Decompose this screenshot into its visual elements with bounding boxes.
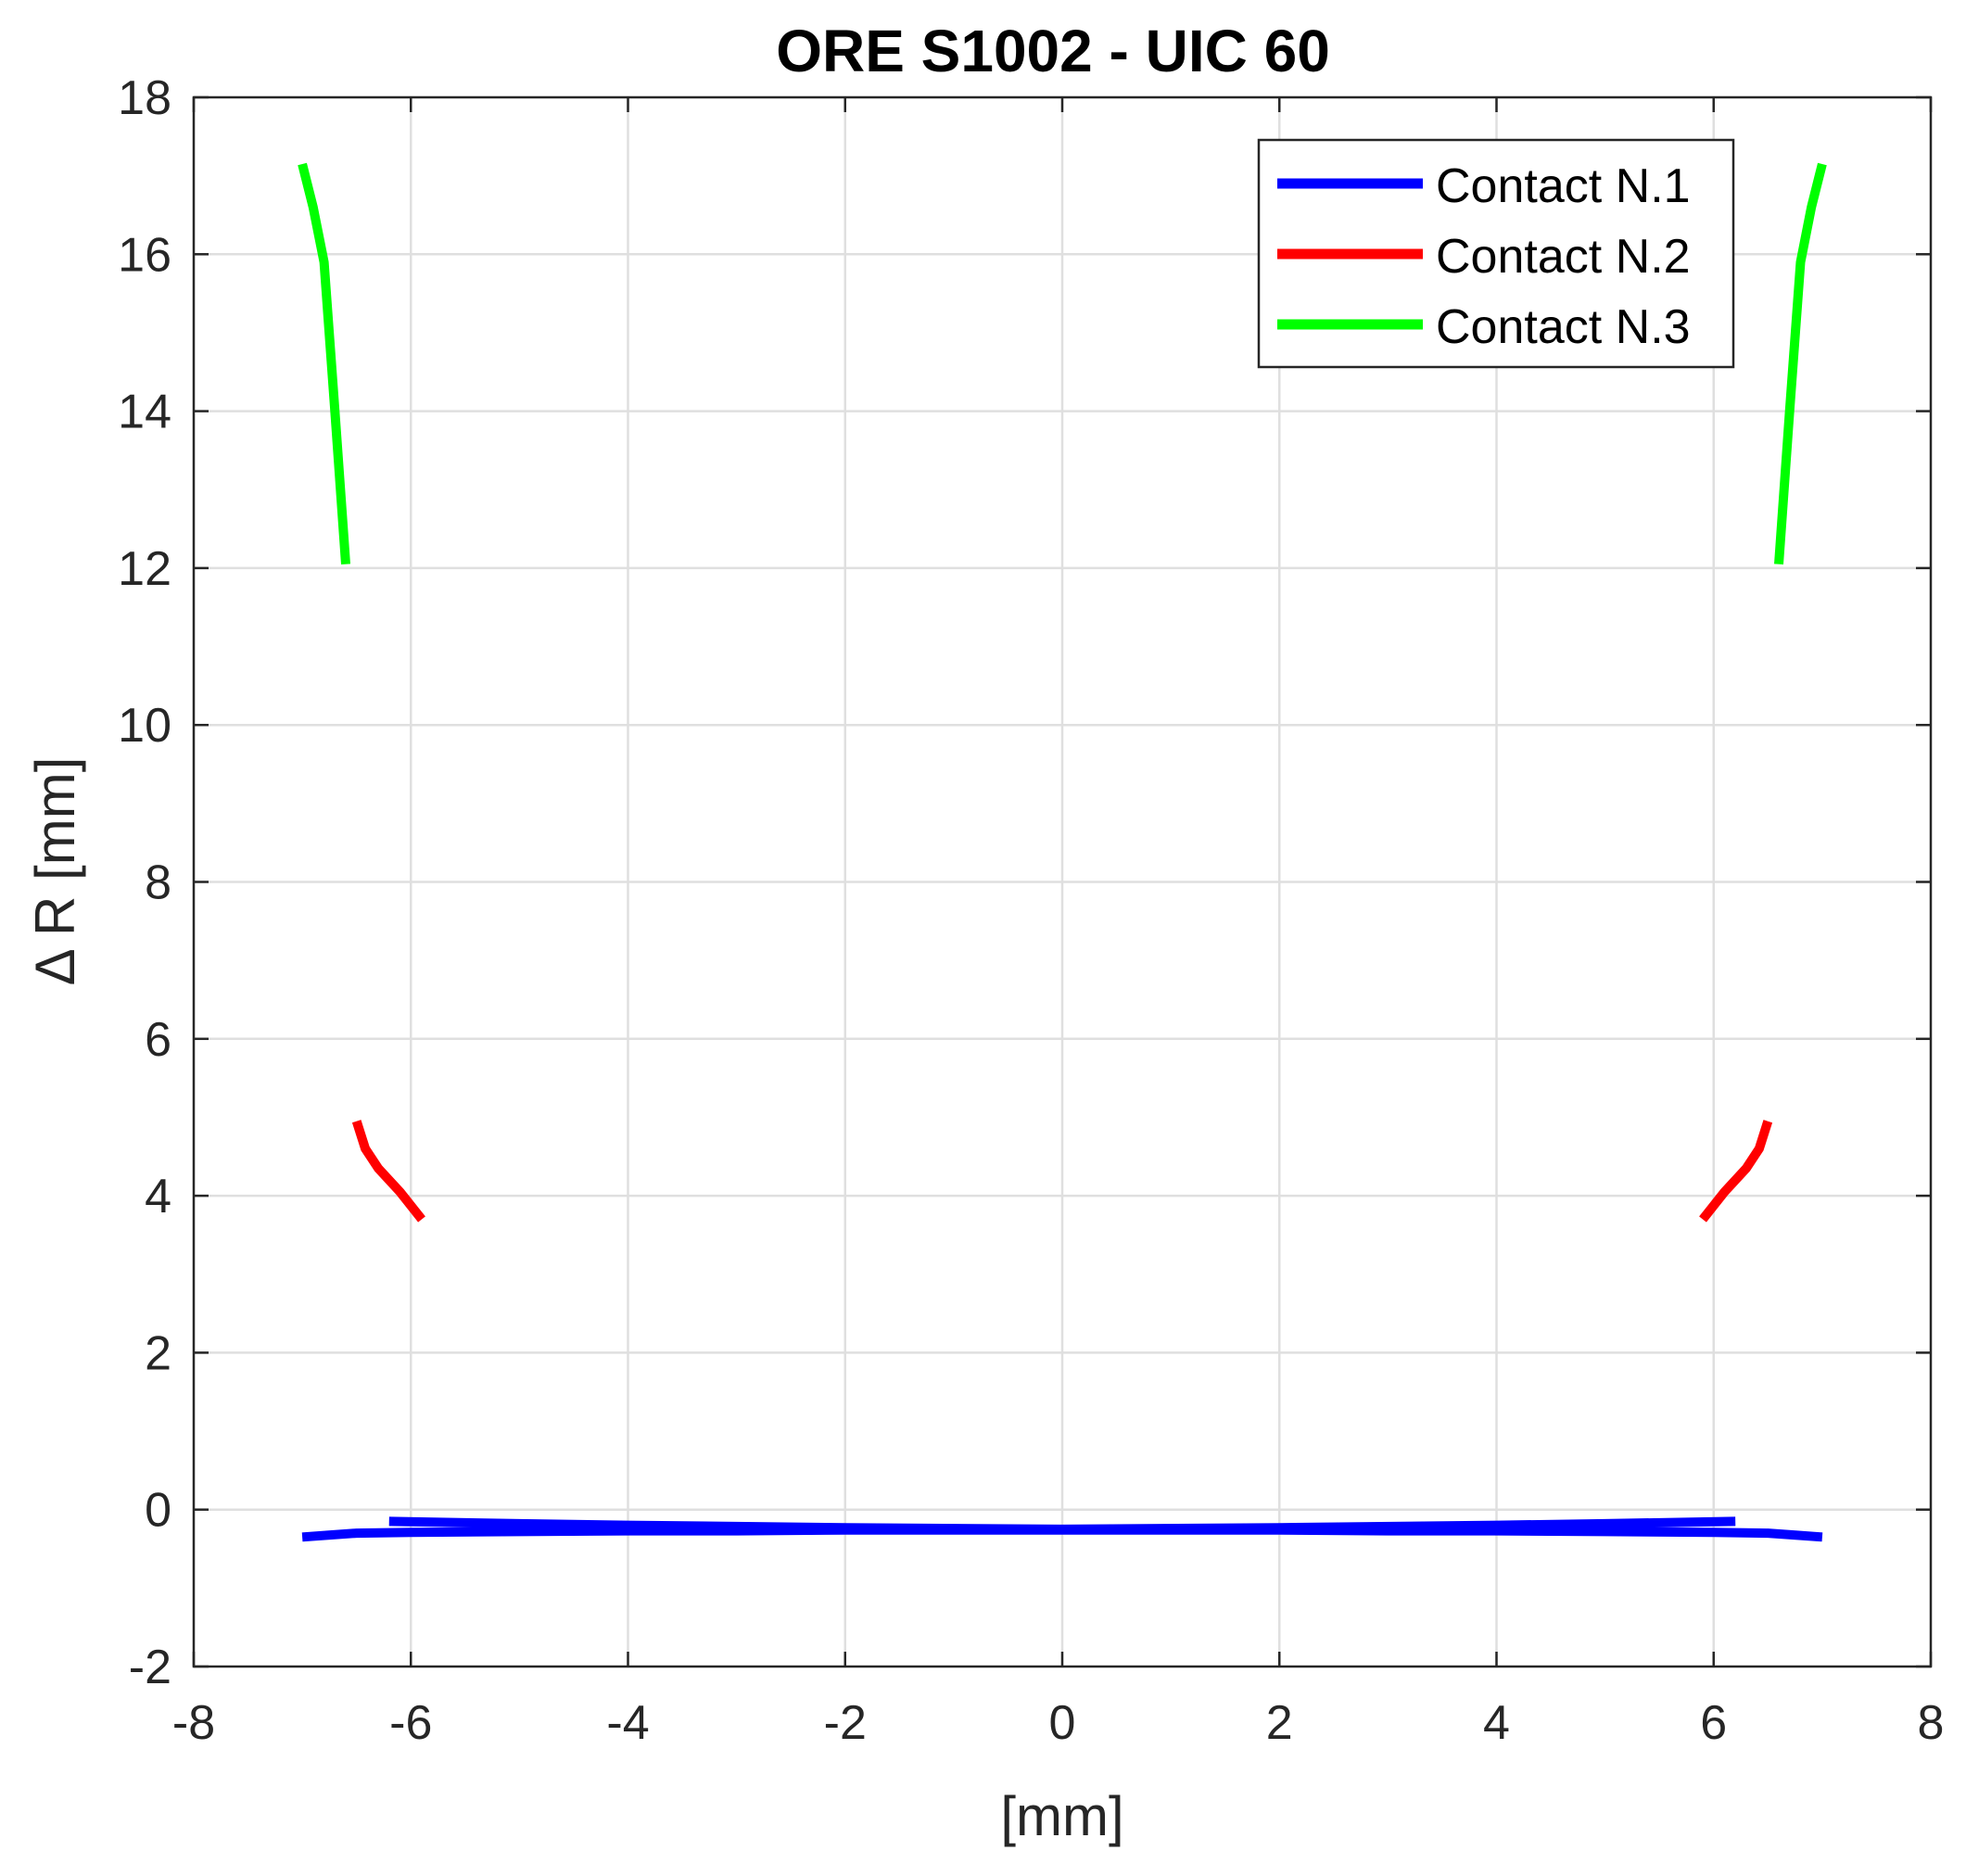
series-line-contact-1-segment-2 <box>388 1516 1736 1534</box>
legend-label-contact-2: Contact N.2 <box>1436 230 1691 284</box>
y-tick-label: 6 <box>145 1013 171 1067</box>
y-tick-label: -2 <box>129 1641 171 1694</box>
y-tick-label: 0 <box>145 1484 171 1538</box>
chart-title: ORE S1002 - UIC 60 <box>776 18 1330 84</box>
legend-label-contact-3: Contact N.3 <box>1436 300 1691 354</box>
series-lines <box>298 162 1827 1542</box>
y-tick-label: 18 <box>118 71 171 125</box>
y-tick-label: 12 <box>118 542 171 596</box>
x-tick-label: -4 <box>606 1696 649 1750</box>
y-tick-label: 4 <box>145 1170 171 1223</box>
x-tick-label: -2 <box>824 1696 867 1750</box>
y-tick-label: 10 <box>118 699 171 753</box>
y-tick-label: 8 <box>145 856 171 910</box>
x-axis-label: [mm] <box>1000 1785 1123 1847</box>
x-tick-label: -6 <box>389 1696 432 1750</box>
ticks: -8 -6 -4 -2 0 2 4 6 8 -2 0 2 4 6 8 10 12 14 16 18 <box>118 71 1944 1750</box>
legend: Contact N.1 Contact N.2 Contact N.3 <box>1257 138 1735 369</box>
y-tick-label: 14 <box>118 386 171 439</box>
legend-label-contact-1: Contact N.1 <box>1436 159 1691 213</box>
y-tick-label: 16 <box>118 228 171 282</box>
x-tick-label: -8 <box>172 1696 215 1750</box>
x-tick-label: 8 <box>1918 1696 1945 1750</box>
x-tick-label: 4 <box>1483 1696 1510 1750</box>
x-tick-label: 2 <box>1266 1696 1293 1750</box>
series-line-contact-3-segment-2 <box>1774 162 1827 565</box>
x-tick-label: 0 <box>1049 1696 1076 1750</box>
y-axis-label: Δ R [mm] <box>24 757 86 986</box>
series-line-contact-2-segment-2 <box>1699 1120 1773 1223</box>
series-line-contact-3-segment-1 <box>298 162 350 565</box>
series-line-contact-2-segment-1 <box>351 1120 425 1223</box>
x-tick-label: 6 <box>1700 1696 1727 1750</box>
y-tick-label: 2 <box>145 1326 171 1380</box>
